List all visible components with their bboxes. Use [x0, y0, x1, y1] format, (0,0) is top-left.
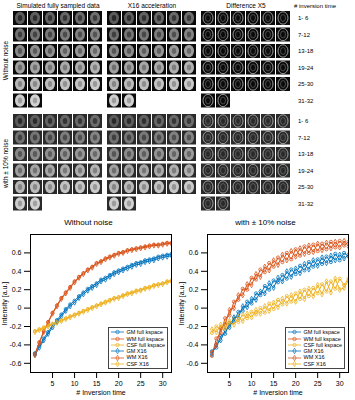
svg-text:Without noise: Without noise — [2, 40, 9, 80]
svg-text:-0.6: -0.6 — [9, 360, 21, 367]
svg-text:-0.2: -0.2 — [186, 323, 198, 330]
svg-text:1- 6: 1- 6 — [298, 118, 309, 124]
svg-text:25-30: 25-30 — [298, 81, 314, 87]
svg-text:30: 30 — [159, 380, 167, 387]
svg-text:25-30: 25-30 — [298, 184, 314, 190]
svg-text:15: 15 — [270, 380, 278, 387]
svg-text:13-18: 13-18 — [298, 151, 314, 157]
svg-text:31-32: 31-32 — [298, 98, 314, 104]
svg-text:10: 10 — [71, 380, 79, 387]
svg-text:0.2: 0.2 — [189, 286, 199, 293]
svg-text:10: 10 — [248, 380, 256, 387]
svg-text:Difference X5: Difference X5 — [226, 2, 266, 9]
html-text:GM full kspace: GM full kspace — [126, 329, 163, 336]
html-text:Without noise: Without noise — [64, 218, 113, 227]
html-text:with ± 10% noise: with ± 10% noise — [235, 218, 296, 227]
svg-text:19-24: 19-24 — [298, 65, 314, 71]
svg-text:-0.4: -0.4 — [9, 341, 21, 348]
svg-text:X16 acceleration: X16 acceleration — [128, 2, 177, 9]
svg-text:# Inversion time: # Inversion time — [253, 389, 303, 396]
svg-text:19-24: 19-24 — [298, 168, 314, 174]
svg-text:0: 0 — [195, 304, 199, 311]
html-text:CSF X16: CSF X16 — [303, 360, 326, 367]
svg-text:with ± 10% noise: with ± 10% noise — [2, 139, 9, 189]
html-text:WM X16: WM X16 — [303, 354, 325, 361]
svg-text:0.4: 0.4 — [12, 268, 22, 275]
svg-text:-0.2: -0.2 — [9, 323, 21, 330]
svg-text:25: 25 — [314, 380, 322, 387]
html-text:CSF full kspace: CSF full kspace — [303, 341, 342, 348]
svg-text:7-12: 7-12 — [298, 135, 311, 141]
svg-text:30: 30 — [336, 380, 344, 387]
svg-text:# inversion time: # inversion time — [294, 3, 337, 9]
svg-text:20: 20 — [292, 380, 300, 387]
html-text:CSF full kspace: CSF full kspace — [126, 341, 165, 348]
svg-text:5: 5 — [51, 380, 55, 387]
html-text:GM X16: GM X16 — [126, 348, 147, 355]
svg-text:-0.4: -0.4 — [186, 341, 198, 348]
svg-text:1- 6: 1- 6 — [298, 15, 309, 21]
svg-text:15: 15 — [93, 380, 101, 387]
html-text:GM full kspace: GM full kspace — [303, 329, 340, 336]
html-text:GM X16: GM X16 — [303, 348, 324, 355]
svg-text:0.6: 0.6 — [189, 249, 199, 256]
svg-text:-0.6: -0.6 — [186, 360, 198, 367]
svg-text:20: 20 — [115, 380, 123, 387]
svg-text:13-18: 13-18 — [298, 48, 314, 54]
html-text:CSF X16: CSF X16 — [126, 360, 149, 367]
svg-text:5: 5 — [228, 380, 232, 387]
svg-text:0.2: 0.2 — [12, 286, 22, 293]
svg-text:0.6: 0.6 — [12, 249, 22, 256]
svg-text:0: 0 — [18, 304, 22, 311]
html-text:WM full kspace: WM full kspace — [303, 335, 341, 342]
svg-text:Intensity [a.u.]: Intensity [a.u.] — [178, 282, 186, 326]
html-text:WM X16: WM X16 — [126, 354, 148, 361]
svg-text:Simulated fully sampled data: Simulated fully sampled data — [16, 2, 99, 10]
html-text:WM full kspace: WM full kspace — [126, 335, 164, 342]
svg-text:0.4: 0.4 — [189, 268, 199, 275]
svg-text:25: 25 — [137, 380, 145, 387]
svg-text:7-12: 7-12 — [298, 32, 311, 38]
svg-text:31-32: 31-32 — [298, 201, 314, 207]
svg-text:Intensity [a.u.]: Intensity [a.u.] — [1, 282, 9, 326]
svg-text:# Inversion time: # Inversion time — [76, 389, 126, 396]
